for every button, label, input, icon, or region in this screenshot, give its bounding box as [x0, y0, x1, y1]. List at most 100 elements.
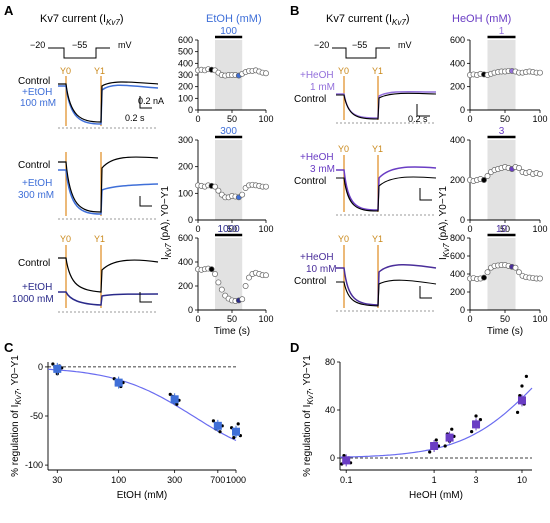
y-tick-label: 300: [178, 135, 193, 145]
b-row3-marker-y0: Y0: [338, 234, 349, 244]
panel-letter-d: D: [290, 340, 299, 355]
y-tick-label: 400: [450, 58, 465, 68]
y-tick-label: 200: [178, 162, 193, 172]
y-tick-label: -100: [25, 460, 43, 470]
x-tick-label: 100: [258, 224, 273, 234]
panel-b-voltage-protocol: −20 −55 mV: [314, 40, 412, 59]
y-tick-label: 500: [178, 47, 193, 57]
b-row3-control: Control: [294, 276, 326, 287]
mean-marker: [114, 378, 123, 387]
mean-marker: [232, 427, 240, 436]
y-tick-label: 0: [460, 215, 465, 225]
data-point: [218, 286, 225, 293]
panel-a-trace-row-1: 0.2 nA 0.2 s: [58, 76, 164, 129]
row2-dose-label: 300 mM: [18, 190, 54, 201]
y-tick-label: 800: [450, 233, 465, 243]
data-point: [537, 275, 543, 282]
timeseries-panel-b-1: 1 0 200 400 600 0 50 100: [450, 26, 548, 124]
y-tick-label: 0: [188, 305, 193, 315]
x-tick-label: 0: [467, 224, 472, 234]
x-tick-label: 50: [227, 224, 237, 234]
x-tick-label: 1000: [226, 475, 246, 485]
x-axis-label: Time (s): [487, 326, 523, 337]
data-point: [246, 274, 252, 281]
row3-marker-y0: Y0: [60, 234, 71, 244]
x-tick-label: 100: [532, 224, 547, 234]
panel-b-title: Kv7 current (IKv7): [326, 13, 410, 27]
scale-current-label: 0.2 nA: [138, 96, 164, 106]
panel-a-voltage-protocol: −20 −55 mV: [30, 40, 132, 59]
data-point: [481, 177, 487, 183]
y-tick-label: 600: [450, 251, 465, 261]
x-tick-label: 50: [227, 314, 237, 324]
dose-label: 1000: [217, 224, 240, 235]
x-tick-label: 1: [432, 475, 437, 485]
panel-letter-c: C: [4, 340, 14, 355]
dose-response-panel-c: 0 -50 -100 30 100 300 700 1000 EtOH (mM) % regula…: [10, 355, 246, 501]
panel-b-trace-row-1: 0.2 s: [336, 76, 437, 124]
mean-marker: [53, 364, 62, 373]
panel-b-trace-row-2: [336, 155, 437, 216]
x-tick-label: 30: [52, 475, 62, 485]
hill-fit-curve: [47, 368, 237, 442]
mean-marker: [342, 456, 351, 465]
y-tick-label: 600: [178, 233, 193, 243]
b-row2-marker-y1: Y1: [372, 144, 383, 154]
x-tick-label: 700: [210, 475, 225, 485]
panel-a-trace-row-2: [58, 152, 159, 220]
y-tick-label: 400: [450, 135, 465, 145]
x-tick-label: 100: [532, 114, 547, 124]
individual-point: [236, 422, 240, 426]
individual-point: [450, 427, 454, 431]
y-tick-label: 600: [450, 35, 465, 45]
mean-marker: [445, 433, 454, 442]
b-row2-control: Control: [294, 176, 326, 187]
y-tick-label: 600: [178, 35, 193, 45]
x-tick-label: 10: [517, 475, 527, 485]
dose-label: 3: [499, 126, 505, 137]
y-tick-label: 200: [450, 82, 465, 92]
individual-point: [474, 414, 478, 418]
y-tick-label: 100: [178, 188, 193, 198]
data-point: [242, 283, 249, 289]
individual-point: [434, 438, 438, 442]
x-axis-label: EtOH (mM): [117, 490, 168, 501]
individual-point: [168, 392, 172, 396]
data-point: [215, 279, 222, 286]
y-tick-label: 0: [460, 305, 465, 315]
b-protocol-step: −55: [352, 40, 367, 50]
data-point: [537, 171, 543, 177]
drug-application-shade: [215, 140, 243, 220]
y-tick-label: 0: [460, 105, 465, 115]
protocol-step-voltage: −55: [72, 40, 87, 50]
row3-drug-label: +EtOH: [22, 282, 52, 293]
y-tick-label: 400: [178, 257, 193, 267]
x-tick-label: 100: [258, 114, 273, 124]
individual-point: [520, 384, 524, 388]
y-tick-label: 300: [178, 70, 193, 80]
drug-application-shade: [487, 238, 516, 310]
protocol-hold-voltage: −20: [30, 40, 45, 50]
panel-a-title: Kv7 current (IKv7): [40, 13, 124, 27]
marker-y0: Y0: [60, 66, 71, 76]
dose-label: 100: [220, 26, 237, 37]
y-tick-label: 200: [178, 281, 193, 291]
timeseries-panel-b-3: 3 0 200 400 0 50 100: [450, 126, 548, 234]
dose-label: 300: [220, 126, 237, 137]
data-point: [516, 165, 522, 171]
b-row3-marker-y1: Y1: [372, 234, 383, 244]
data-point: [212, 271, 218, 277]
y-tick-label: 400: [450, 269, 465, 279]
y-tick-label: 200: [178, 82, 193, 92]
y-tick-label: 0: [330, 453, 335, 463]
panel-a-y-axis-label: IKv7 (pA), Y0−Y1: [160, 186, 173, 260]
x-tick-label: 0.1: [340, 475, 353, 485]
x-tick-label: 50: [227, 114, 237, 124]
x-tick-label: 300: [167, 475, 182, 485]
individual-point: [211, 419, 216, 423]
y-tick-label: 0: [188, 215, 193, 225]
individual-point: [232, 436, 236, 440]
row3-dose-label: 1000 mM: [12, 294, 54, 305]
